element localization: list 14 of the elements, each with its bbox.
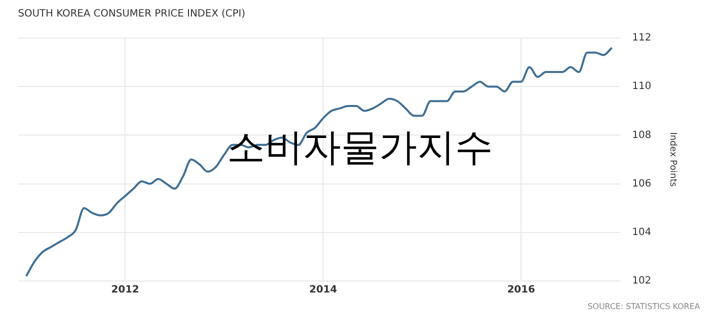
x-tick-label: 2012: [111, 284, 140, 296]
x-tick-label: 2016: [507, 284, 536, 296]
y-tick-label: 112: [632, 32, 652, 44]
y-tick-label: 108: [632, 130, 652, 141]
line-series: [25, 46, 613, 278]
y-tick-label: 110: [632, 81, 652, 92]
source-note: SOURCE: STATISTICS KOREA: [588, 302, 700, 311]
annotation: 소비자물가지수: [227, 125, 493, 169]
y-axis-title: Index Points: [667, 132, 678, 188]
y-tick-label: 104: [632, 226, 652, 238]
y-tick-label: 102: [632, 276, 652, 287]
chart-title: SOUTH KOREA CONSUMER PRICE INDEX (CPI): [18, 8, 246, 20]
y-tick-label: 106: [632, 178, 652, 190]
x-tick-label: 2014: [309, 284, 338, 296]
